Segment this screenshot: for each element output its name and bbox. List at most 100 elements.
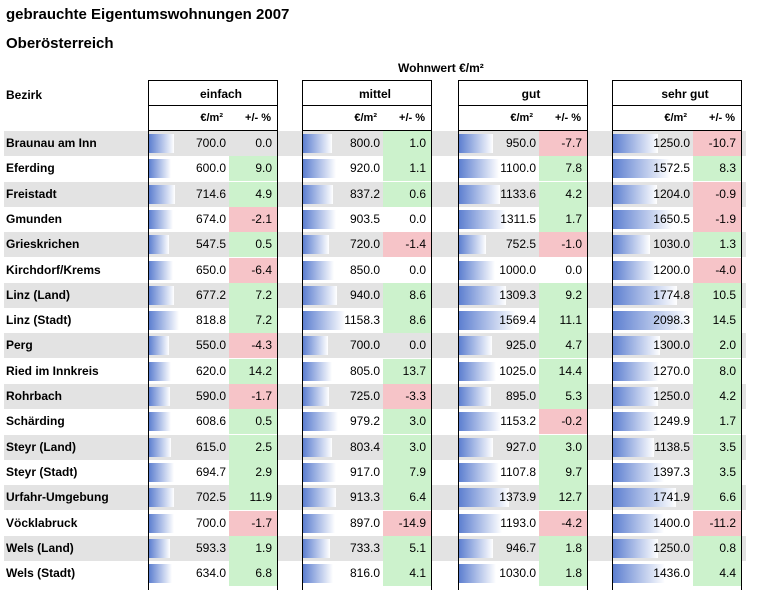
price-value: 1572.5 (653, 161, 690, 176)
price-cell: 714.6 (149, 182, 229, 207)
change-value: -0.9 (693, 181, 741, 207)
price-bar (613, 184, 657, 204)
price-value: 1300.0 (653, 338, 690, 353)
change-value: -14.9 (383, 510, 431, 536)
price-cell: 1250.0 (613, 384, 693, 409)
price-value: 940.0 (349, 287, 380, 302)
price-bar (303, 336, 329, 356)
price-bar (459, 235, 487, 255)
change-value: 14.5 (693, 308, 741, 334)
price-cell: 925.0 (459, 333, 539, 358)
price-value: 725.0 (349, 389, 380, 403)
change-value: 0.0 (409, 338, 426, 353)
price-bar (303, 513, 336, 533)
bezirk-label: Vöcklabruck (6, 515, 78, 530)
group-header: einfach (149, 80, 277, 106)
price-bar (613, 412, 659, 432)
price-cell: 920.0 (303, 156, 383, 181)
price-value: 1569.4 (499, 313, 536, 328)
price-bar (149, 184, 175, 204)
chart-title: gebrauchte Eigentumswohnungen 2007 (6, 6, 290, 23)
price-bar (459, 564, 497, 584)
price-bar (303, 260, 334, 280)
price-cell: 1569.4 (459, 308, 539, 333)
price-bar (613, 134, 659, 153)
bezirk-label: Ried im Innkreis (6, 363, 99, 378)
row-header: Bezirk (6, 88, 43, 102)
change-value: 0.0 (255, 136, 272, 150)
price-bar (459, 311, 516, 331)
price-bar (303, 184, 334, 204)
price-cell: 720.0 (303, 232, 383, 257)
price-bar (613, 361, 659, 381)
price-cell: 913.3 (303, 485, 383, 510)
price-cell: 1249.9 (613, 409, 693, 434)
price-subheader: €/m² (510, 112, 533, 124)
price-cell: 805.0 (303, 359, 383, 384)
price-cell: 600.0 (149, 156, 229, 181)
change-value: 1.3 (693, 232, 741, 258)
price-value: 925.0 (505, 338, 536, 353)
bezirk-label: Kirchdorf/Krems (6, 262, 101, 277)
bezirk-label: Wels (Land) (6, 540, 74, 555)
change-subheader: +/- % (555, 112, 581, 124)
group-column-0: einfach €/m² +/- % (148, 80, 278, 591)
bezirk-label: Urfahr-Umgebung (6, 490, 109, 505)
change-value: -1.9 (693, 206, 741, 232)
price-value: 1250.0 (653, 136, 690, 150)
subheader-divider (303, 130, 431, 131)
change-value: 7.8 (539, 156, 587, 182)
price-bar (459, 538, 494, 558)
price-bar (303, 412, 339, 432)
change-value: 8.6 (383, 308, 431, 334)
price-bar (459, 184, 501, 204)
change-value: 0.0 (409, 211, 426, 226)
change-value: 4.7 (539, 333, 587, 359)
change-value: 6.6 (693, 485, 741, 511)
price-bar (303, 361, 333, 381)
change-value: -1.7 (229, 384, 277, 409)
price-value: 700.0 (195, 515, 226, 530)
group-header-label: einfach (199, 87, 242, 101)
change-value: -2.1 (229, 206, 277, 232)
price-cell: 650.0 (149, 258, 229, 283)
change-value: 11.9 (229, 485, 277, 511)
price-cell: 725.0 (303, 384, 383, 409)
price-bar (303, 209, 336, 229)
price-value: 897.0 (349, 515, 380, 530)
price-value: 917.0 (349, 464, 380, 479)
change-value: -4.0 (693, 257, 741, 283)
price-value: 1100.0 (500, 161, 536, 176)
price-value: 1249.9 (653, 414, 690, 429)
change-value: -11.2 (693, 510, 741, 536)
change-subheader: +/- % (709, 112, 735, 124)
price-cell: 702.5 (149, 485, 229, 510)
price-cell: 1107.8 (459, 460, 539, 485)
price-bar (459, 134, 494, 153)
price-cell: 620.0 (149, 359, 229, 384)
price-bar (459, 336, 493, 356)
price-bar (149, 538, 171, 558)
price-bar (149, 437, 172, 457)
price-bar (459, 285, 507, 305)
subheader-divider (149, 130, 277, 131)
price-value: 895.0 (505, 389, 536, 403)
change-value: -1.4 (383, 232, 431, 258)
price-cell: 1311.5 (459, 207, 539, 232)
price-value: 634.0 (195, 566, 226, 581)
price-bar (149, 387, 171, 406)
price-bar (303, 235, 330, 255)
change-value: 8.0 (693, 358, 741, 384)
price-cell: 1158.3 (303, 308, 383, 333)
subheader-divider (613, 130, 741, 131)
bezirk-label: Wels (Stadt) (6, 566, 76, 581)
price-value: 752.5 (505, 237, 536, 252)
change-value: 6.8 (229, 561, 277, 587)
price-bar (613, 285, 678, 305)
price-bar (303, 488, 337, 508)
group-header-label: sehr gut (661, 87, 709, 101)
change-value: -4.3 (229, 333, 277, 359)
price-value: 803.4 (349, 439, 380, 454)
price-value: 818.8 (195, 313, 226, 328)
bezirk-label: Braunau am Inn (6, 136, 97, 150)
